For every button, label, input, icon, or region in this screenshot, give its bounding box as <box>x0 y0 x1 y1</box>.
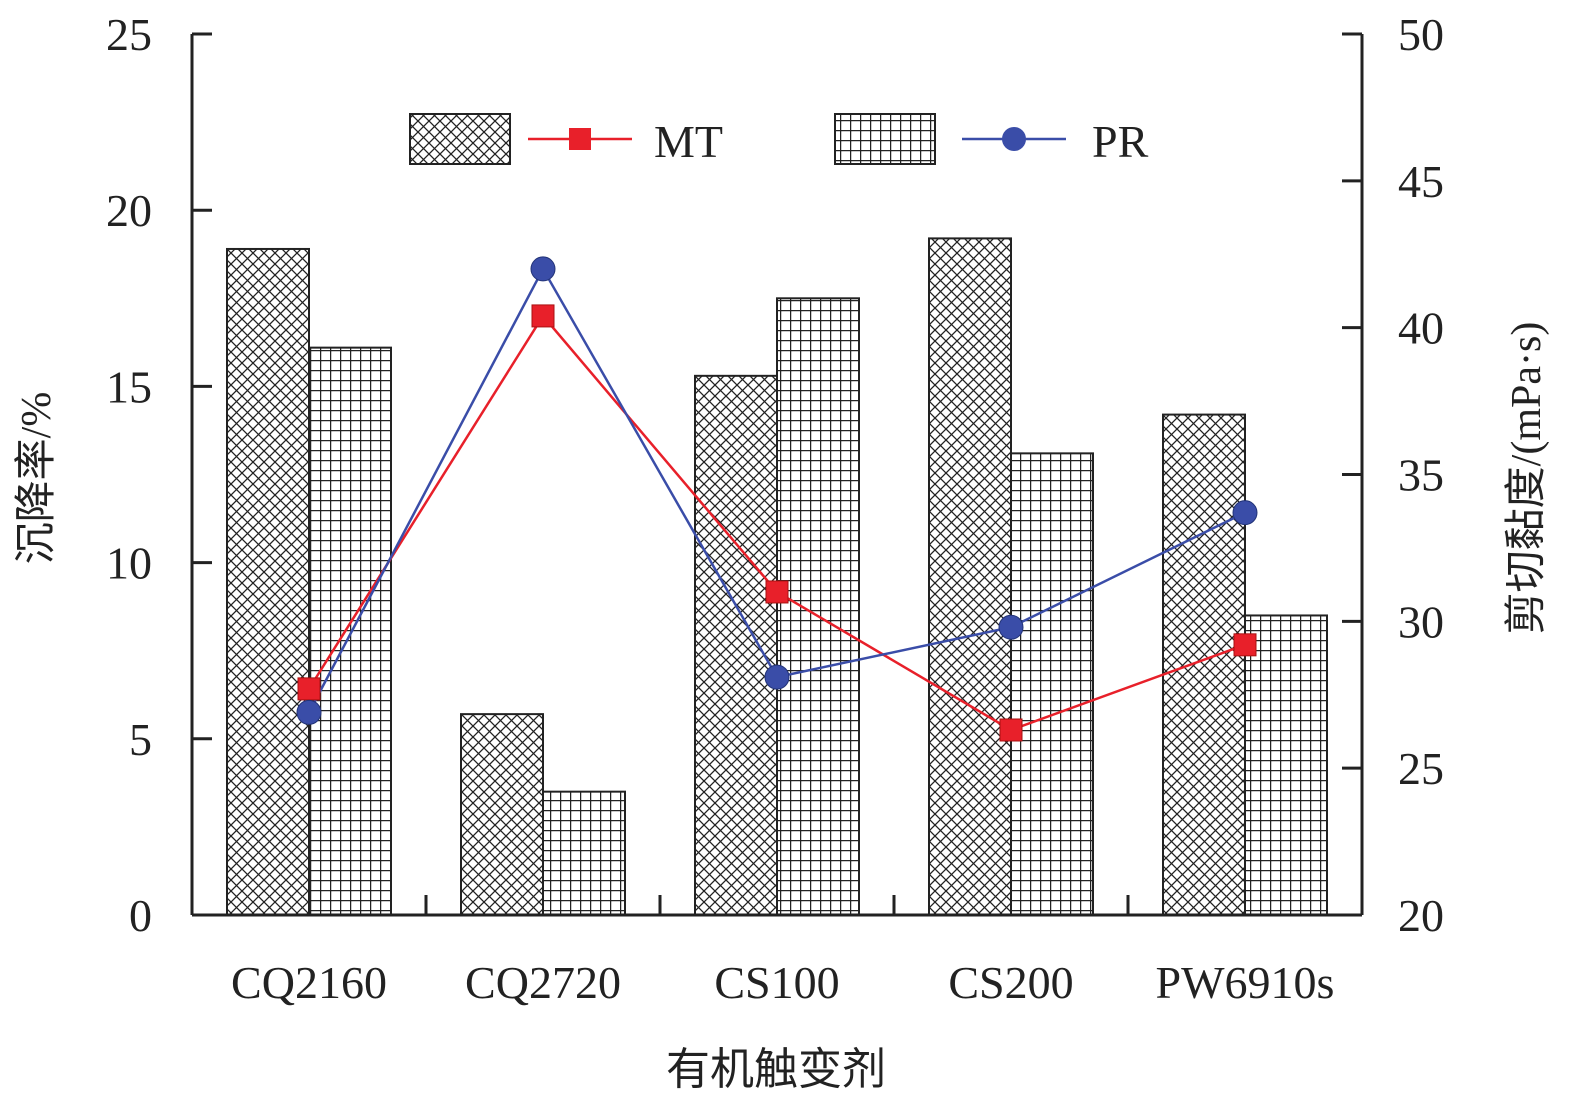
legend-swatch-grid <box>834 113 936 165</box>
point-MT-CQ2720 <box>531 304 555 328</box>
category-label: CS200 <box>948 957 1073 1008</box>
tick-label-left: 25 <box>106 9 152 60</box>
bar-crosshatch-CQ2160 <box>226 247 310 917</box>
tick-label-right: 45 <box>1398 156 1444 207</box>
point-PR-CQ2720 <box>530 256 556 282</box>
bar-crosshatch-CS100 <box>694 374 778 916</box>
point-PR-CS100 <box>764 664 790 690</box>
category-label: CQ2720 <box>465 957 621 1008</box>
legend-label-PR: PR <box>1092 116 1149 167</box>
legend: MT PR <box>409 113 1149 167</box>
tick-label-right: 25 <box>1398 743 1444 794</box>
legend-swatch-crosshatch <box>409 113 511 165</box>
legend-marker-MT <box>569 128 591 150</box>
point-MT-CS100 <box>765 580 789 604</box>
axes-layer: 0 5 10 15 20 25 20 25 30 35 40 45 50 CQ2160 CQ2720 CS10… <box>106 9 1444 1008</box>
category-label: CS100 <box>714 957 839 1008</box>
tick-label-right: 30 <box>1398 596 1444 647</box>
x-axis-title: 有机触变剂 <box>666 1045 886 1094</box>
bar-crosshatch-CQ2720 <box>460 713 544 917</box>
bar-grid-CQ2160 <box>308 346 392 916</box>
category-label: PW6910s <box>1156 957 1335 1008</box>
bar-grid-PW6910s <box>1244 614 1328 917</box>
point-MT-CS200 <box>999 718 1023 742</box>
tick-label-right: 40 <box>1398 303 1444 354</box>
point-PR-CQ2160 <box>296 699 322 725</box>
bars-layer <box>226 237 1328 917</box>
bar-grid-CQ2720 <box>542 790 626 916</box>
lines-layer <box>296 256 1258 742</box>
bar-grid-CS100 <box>776 297 860 916</box>
tick-label-right: 50 <box>1398 9 1444 60</box>
tick-label-right: 35 <box>1398 450 1444 501</box>
tick-label-left: 15 <box>106 361 152 412</box>
bar-crosshatch-PW6910s <box>1162 413 1246 916</box>
y-axis-title-right: 剪切黏度/(mPa·s) <box>1504 322 1550 635</box>
point-MT-PW6910s <box>1233 633 1257 657</box>
category-label: CQ2160 <box>231 957 387 1008</box>
tick-label-left: 5 <box>129 714 152 765</box>
tick-label-left: 10 <box>106 538 152 589</box>
legend-marker-PR <box>1002 127 1026 151</box>
bar-grid-CS200 <box>1010 452 1094 916</box>
point-MT-CQ2160 <box>297 677 321 701</box>
bar-crosshatch-CS200 <box>928 237 1012 916</box>
tick-label-right: 20 <box>1398 890 1444 941</box>
legend-label-MT: MT <box>654 116 723 167</box>
tick-label-left: 0 <box>129 890 152 941</box>
y-axis-title-left: 沉降率/% <box>13 392 60 565</box>
tick-label-left: 20 <box>106 185 152 236</box>
point-PR-PW6910s <box>1232 500 1258 526</box>
point-PR-CS200 <box>998 614 1024 640</box>
